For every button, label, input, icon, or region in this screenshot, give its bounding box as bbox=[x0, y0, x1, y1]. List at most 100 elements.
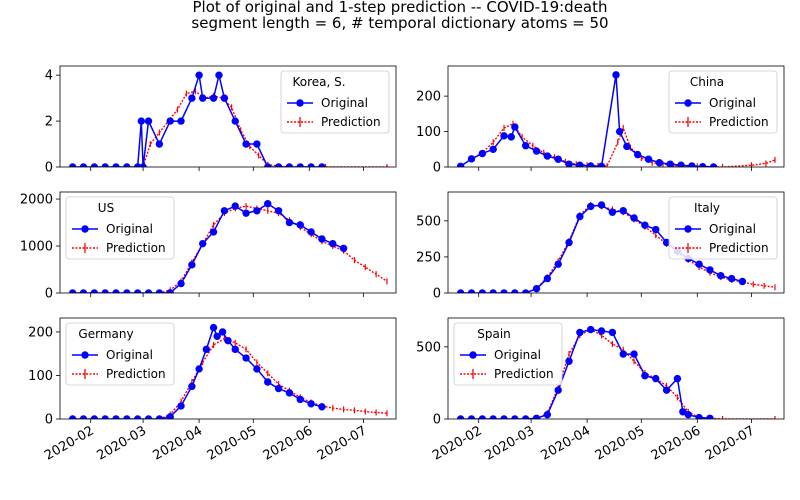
original-point bbox=[133, 415, 142, 419]
legend-prediction-label: Prediction bbox=[494, 367, 554, 381]
y-tick-label: 2 bbox=[45, 115, 53, 130]
original-point bbox=[285, 218, 294, 227]
y-tick-label: 0 bbox=[45, 413, 53, 428]
subplot-korea-s: 0 2 4 Korea, S. Original Prediction bbox=[45, 65, 397, 176]
legend: Germany Original Prediction bbox=[65, 322, 175, 386]
original-point bbox=[101, 289, 109, 293]
y-tick-label: 100 bbox=[416, 125, 441, 140]
original-point bbox=[68, 415, 77, 419]
original-point bbox=[199, 239, 207, 248]
legend-box bbox=[668, 70, 778, 134]
original-point bbox=[619, 350, 627, 358]
original-point bbox=[144, 415, 153, 419]
axes-frame bbox=[59, 65, 397, 168]
original-point bbox=[576, 328, 584, 337]
legend: Italy Original Prediction bbox=[668, 196, 778, 260]
original-point bbox=[177, 117, 185, 125]
original-point bbox=[521, 415, 530, 419]
original-point bbox=[587, 162, 595, 167]
axes-frame bbox=[59, 191, 397, 294]
original-point bbox=[307, 400, 315, 408]
original-point bbox=[112, 289, 120, 293]
original-point bbox=[532, 147, 541, 155]
original-point bbox=[218, 328, 227, 336]
original-point bbox=[318, 403, 326, 411]
original-point bbox=[576, 161, 584, 167]
original-point bbox=[608, 328, 617, 337]
legend-original-marker bbox=[684, 225, 692, 233]
original-point bbox=[652, 374, 660, 383]
original-point bbox=[253, 365, 261, 373]
original-point bbox=[202, 345, 211, 354]
legend-original-label: Original bbox=[709, 96, 756, 110]
legend-original-marker bbox=[81, 351, 89, 359]
original-point bbox=[688, 162, 696, 167]
axes-frame bbox=[447, 65, 785, 168]
legend-original-marker bbox=[81, 225, 89, 233]
original-point bbox=[554, 386, 562, 394]
legend-title: Korea, S. bbox=[292, 75, 345, 89]
original-point bbox=[188, 94, 196, 102]
original-point bbox=[209, 228, 218, 236]
original-point bbox=[500, 132, 508, 140]
original-point bbox=[242, 354, 250, 362]
x-tick-label: 2020-05 bbox=[205, 423, 260, 463]
original-point bbox=[554, 260, 562, 268]
original-point bbox=[90, 415, 99, 419]
figure-subtitle: segment length = 6, # temporal dictionar… bbox=[191, 14, 609, 32]
original-point bbox=[213, 332, 221, 340]
y-tick-label: 0 bbox=[433, 161, 441, 176]
original-point bbox=[630, 214, 638, 222]
original-point bbox=[68, 163, 77, 167]
original-point bbox=[253, 207, 261, 215]
original-point bbox=[137, 117, 145, 125]
original-point bbox=[500, 289, 508, 293]
x-tick-label: 2020-03 bbox=[95, 423, 150, 463]
original-point bbox=[597, 327, 606, 335]
legend-title: US bbox=[98, 201, 114, 215]
y-tick-label: 500 bbox=[416, 340, 441, 355]
legend: Spain Original Prediction bbox=[453, 322, 563, 386]
original-point bbox=[166, 117, 174, 125]
original-point bbox=[717, 271, 725, 280]
original-point bbox=[123, 289, 131, 293]
legend-prediction-label: Prediction bbox=[321, 115, 381, 129]
original-point bbox=[139, 163, 147, 167]
original-point bbox=[123, 415, 131, 419]
original-point bbox=[597, 162, 606, 167]
original-point bbox=[68, 289, 77, 293]
original-point bbox=[511, 123, 519, 131]
original-point bbox=[565, 357, 573, 365]
x-tick-label: 2020-02 bbox=[42, 423, 97, 463]
original-point bbox=[79, 415, 88, 419]
original-point bbox=[532, 414, 541, 419]
original-point bbox=[231, 117, 239, 125]
legend-title: Germany bbox=[78, 327, 133, 341]
original-point bbox=[144, 117, 153, 125]
original-point bbox=[112, 163, 120, 167]
original-point bbox=[274, 384, 283, 393]
original-point bbox=[641, 372, 649, 380]
original-point bbox=[177, 402, 185, 410]
original-point bbox=[706, 414, 714, 419]
legend-box bbox=[280, 70, 390, 134]
original-point bbox=[296, 221, 304, 229]
original-point bbox=[532, 284, 541, 293]
original-point bbox=[188, 261, 196, 269]
original-point bbox=[90, 163, 99, 167]
original-point bbox=[242, 209, 250, 217]
original-point bbox=[641, 221, 649, 229]
original-point bbox=[195, 71, 203, 79]
original-point bbox=[695, 260, 703, 268]
legend-original-label: Original bbox=[106, 222, 153, 236]
original-point bbox=[467, 415, 476, 419]
x-tick-label: 2020-04 bbox=[539, 423, 594, 463]
original-point bbox=[511, 415, 519, 419]
original-point bbox=[478, 289, 487, 293]
legend-original-marker bbox=[296, 99, 304, 107]
original-point bbox=[521, 142, 530, 150]
original-point bbox=[166, 289, 174, 293]
legend-title: Spain bbox=[477, 327, 511, 341]
